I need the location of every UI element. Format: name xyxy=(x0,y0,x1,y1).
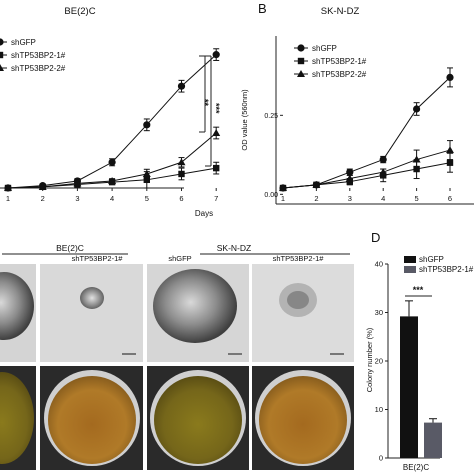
x-tick-label: 1 xyxy=(6,194,10,203)
legend-label: shTP53BP2-1# xyxy=(419,265,474,274)
group-label-be2c: BE(2)C xyxy=(56,243,84,253)
data-point-square xyxy=(143,176,150,184)
data-point-triangle xyxy=(142,169,151,177)
x-tick-label: 6 xyxy=(448,194,452,203)
bar xyxy=(400,316,418,458)
data-point-triangle xyxy=(212,129,221,137)
panel-d-label: D xyxy=(371,230,380,245)
legend-marker-square xyxy=(297,57,305,65)
legend-label: shTP53BP2-1# xyxy=(312,57,367,66)
legend-marker-triangle xyxy=(297,70,305,77)
column-label-skndz-shgfp: shGFP xyxy=(168,254,191,263)
chart-a-significance: ** *** xyxy=(199,55,221,167)
legend-label: shTP53BP2-1# xyxy=(11,51,66,60)
legend-label: shGFP xyxy=(419,255,444,264)
y-tick-label: 0.00 xyxy=(264,192,278,199)
legend-label: shGFP xyxy=(312,44,337,53)
x-tick-label: 1 xyxy=(281,194,285,203)
x-tick-label: 4 xyxy=(110,194,114,203)
series-line xyxy=(282,77,451,189)
column-label-skndz-sh1: shTP53BP2-1# xyxy=(273,254,325,263)
legend-marker-square xyxy=(0,51,4,59)
chart-d: D Colony number (%) BE(2)C 0 10 20 30 40 shG… xyxy=(365,230,474,472)
data-point-triangle xyxy=(108,176,117,184)
y-tick-label: 10 xyxy=(375,405,383,414)
data-point-triangle xyxy=(345,174,354,182)
y-tick-label: 40 xyxy=(375,260,383,269)
legend-label: shTP53BP2-2# xyxy=(312,70,367,79)
data-point-triangle xyxy=(4,184,12,191)
dish-image-be2c-sh1 xyxy=(40,366,143,470)
chart-d-ylabel: Colony number (%) xyxy=(365,327,374,392)
data-point-circle xyxy=(143,121,151,129)
panel-b-label: B xyxy=(258,1,267,16)
legend-marker-triangle xyxy=(0,64,4,71)
data-point-square xyxy=(213,164,220,172)
x-tick-label: 3 xyxy=(348,194,352,203)
chart-a: BE(2)C 1 2 3 4 5 6 7 Days shGFP shTP53BP2-1# shT… xyxy=(0,6,221,218)
x-tick-label: 2 xyxy=(41,194,45,203)
chart-b-title: SK-N-DZ xyxy=(321,6,360,17)
annotation-double-star: ** xyxy=(200,99,210,107)
dish-image-be2c-shgfp xyxy=(0,366,36,470)
legend-swatch xyxy=(404,266,416,273)
data-point-triangle xyxy=(73,179,82,187)
data-point-circle xyxy=(346,168,354,176)
data-point-circle xyxy=(379,155,387,164)
dish-image-skndz-sh1 xyxy=(252,366,354,470)
data-point-circle xyxy=(212,51,220,59)
spheroid-image-be2c-sh1 xyxy=(40,264,143,362)
x-tick-label: 4 xyxy=(381,194,385,203)
series-line xyxy=(7,54,217,189)
data-point-triangle xyxy=(412,155,421,163)
chart-b-ylabel: OD value (560nm) xyxy=(240,89,249,151)
chart-d-significance: *** xyxy=(405,285,432,297)
data-point-triangle xyxy=(177,158,186,166)
group-label-skndz: SK-N-DZ xyxy=(217,243,251,253)
column-label-be2c-sh1: shTP53BP2-1# xyxy=(72,254,124,263)
legend-label: shGFP xyxy=(11,38,36,47)
data-point-triangle xyxy=(379,168,388,176)
spheroid-image-be2c-shgfp xyxy=(0,264,36,362)
x-tick-label: 2 xyxy=(314,194,318,203)
x-tick-label: 5 xyxy=(415,194,419,203)
spheroid-image-skndz-sh1 xyxy=(252,264,354,362)
dish-image-skndz-shgfp xyxy=(147,366,249,470)
data-point-triangle xyxy=(38,182,47,190)
legend-marker-circle xyxy=(0,38,4,46)
chart-a-title: BE(2)C xyxy=(64,6,95,17)
chart-d-category-label: BE(2)C xyxy=(403,463,429,472)
x-tick-label: 6 xyxy=(179,194,183,203)
data-point-square xyxy=(446,159,454,166)
data-point-square xyxy=(178,170,185,178)
x-tick-label: 3 xyxy=(75,194,79,203)
legend-marker-circle xyxy=(297,44,305,52)
x-tick-label: 5 xyxy=(145,194,149,203)
legend-label: shTP53BP2-2# xyxy=(11,64,66,73)
bar xyxy=(424,422,442,458)
y-tick-label: 30 xyxy=(375,308,383,317)
spheroid-image-skndz-shgfp xyxy=(147,264,249,362)
data-point-circle xyxy=(446,73,454,81)
chart-d-annotation: *** xyxy=(413,285,424,295)
series-line xyxy=(282,149,451,189)
data-point-circle xyxy=(108,158,116,166)
data-point-circle xyxy=(413,105,421,113)
data-point-triangle xyxy=(279,184,287,191)
annotation-triple-star: *** xyxy=(211,103,221,114)
x-tick-label: 7 xyxy=(214,194,218,203)
chart-b: B SK-N-DZ OD value (560nm) 1 2 3 4 5 6 0.00 0.2… xyxy=(240,1,474,205)
y-tick-label: 20 xyxy=(375,357,383,366)
data-point-triangle xyxy=(446,146,454,154)
data-point-circle xyxy=(177,82,186,90)
chart-a-xlabel: Days xyxy=(195,209,213,218)
y-tick-label: 0 xyxy=(379,454,383,463)
colony-images: BE(2)C SK-N-DZ shTP53BP2-1# shGFP shTP53… xyxy=(0,243,354,470)
legend-swatch xyxy=(404,256,416,263)
y-tick-label: 0.25 xyxy=(264,113,278,120)
data-point-triangle xyxy=(312,180,321,188)
